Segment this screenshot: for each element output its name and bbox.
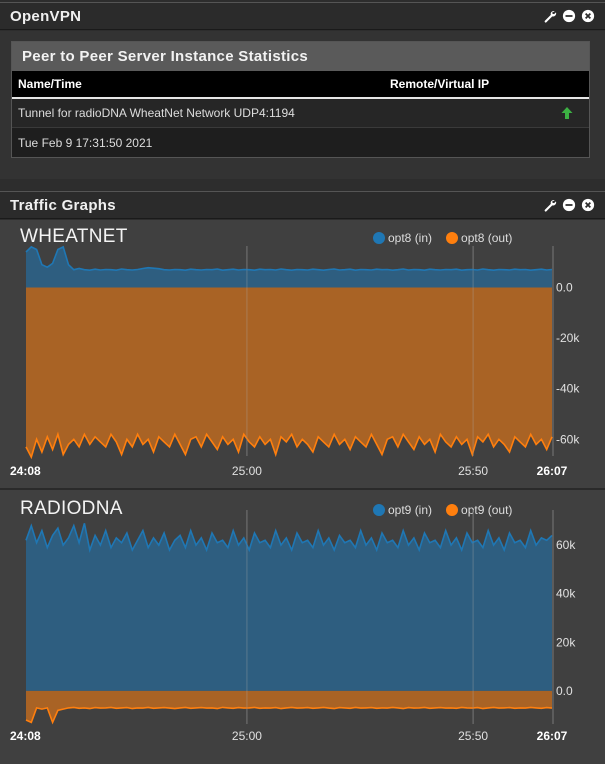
series-line-0 xyxy=(25,245,553,272)
x-tick-label: 26:07 xyxy=(537,729,568,743)
traffic-panel-header: Traffic Graphs xyxy=(0,191,605,219)
openvpn-panel-body: Peer to Peer Server Instance Statistics … xyxy=(0,31,605,179)
panel-gap xyxy=(0,179,605,191)
series-line-1 xyxy=(25,431,553,460)
y-tick-label: 40k xyxy=(556,587,576,601)
tunnel-name: Tunnel for radioDNA WheatNet Network UDP… xyxy=(18,106,295,120)
series-area-0 xyxy=(26,523,552,691)
wrench-icon[interactable] xyxy=(543,9,557,23)
legend-dot-out xyxy=(446,232,459,244)
openvpn-panel-header: OpenVPN xyxy=(0,2,605,30)
x-tick-label: 25:00 xyxy=(232,464,262,478)
table-row: Tunnel for radioDNA WheatNet Network UDP… xyxy=(12,99,589,128)
minimize-icon[interactable] xyxy=(562,9,576,23)
stats-header-row: Name/Time Remote/Virtual IP xyxy=(12,71,589,99)
legend-label-out: opt9 (out) xyxy=(461,503,513,517)
series-area-0 xyxy=(26,246,552,288)
openvpn-panel-title: OpenVPN xyxy=(10,7,82,25)
y-tick-label: 0.0 xyxy=(556,280,573,294)
series-area-1 xyxy=(26,690,552,723)
legend-out[interactable]: opt9 (out) xyxy=(446,503,512,517)
x-tick-label: 25:00 xyxy=(232,729,262,743)
minimize-icon[interactable] xyxy=(562,198,576,212)
legend-label-in: opt8 (in) xyxy=(388,231,433,245)
arrow-up-icon xyxy=(545,106,589,120)
column-name-time: Name/Time xyxy=(18,77,82,91)
y-tick-label: -60k xyxy=(556,432,580,446)
traffic-panel-tools xyxy=(543,198,595,212)
y-tick-label: 0.0 xyxy=(556,684,573,698)
legend-label-out: opt8 (out) xyxy=(461,231,513,245)
connected-time: Tue Feb 9 17:31:50 2021 xyxy=(18,135,153,150)
traffic-panel-title: Traffic Graphs xyxy=(10,196,116,214)
x-tick-label: 25:50 xyxy=(458,729,488,743)
legend-dot-in xyxy=(373,504,385,516)
wheatnet-chart: WHEATNET opt8 (in) opt8 (out) 0.0 -20k -40… xyxy=(0,220,605,488)
y-tick-label: 20k xyxy=(556,635,576,649)
legend-dot-out xyxy=(446,504,459,516)
table-row: Tue Feb 9 17:31:50 2021 xyxy=(12,128,589,157)
wheatnet-plot: 0.0 -20k -40k -60k 24:08 25:00 25:50 26:07 xyxy=(10,245,580,478)
column-remote-ip: Remote/Virtual IP xyxy=(390,77,490,91)
close-icon[interactable] xyxy=(581,198,595,212)
series-line-0 xyxy=(25,523,553,553)
y-tick-label: -20k xyxy=(556,331,580,345)
series-area-1 xyxy=(26,287,552,458)
legend-out[interactable]: opt8 (out) xyxy=(446,231,512,245)
chart-title: RADIODNA xyxy=(20,498,123,519)
y-tick-label: -40k xyxy=(556,382,580,396)
x-tick-label: 25:50 xyxy=(458,464,488,478)
chart-legend: opt8 (in) opt8 (out) xyxy=(373,231,512,245)
x-tick-label: 24:08 xyxy=(10,729,41,743)
series-line-1 xyxy=(25,706,553,725)
legend-in[interactable]: opt9 (in) xyxy=(373,503,432,517)
openvpn-panel-tools xyxy=(543,9,595,23)
legend-dot-in xyxy=(373,232,385,244)
legend-label-in: opt9 (in) xyxy=(388,503,433,517)
wrench-icon[interactable] xyxy=(543,198,557,212)
stats-title: Peer to Peer Server Instance Statistics xyxy=(12,42,589,71)
x-tick-label: 24:08 xyxy=(10,464,41,478)
chart-legend: opt9 (in) opt9 (out) xyxy=(373,503,512,517)
x-tick-label: 26:07 xyxy=(537,464,568,478)
radiodna-plot: 60k 40k 20k 0.0 24:08 25:00 25:50 26:07 xyxy=(10,510,576,743)
traffic-panel-body: WHEATNET opt8 (in) opt8 (out) 0.0 -20k -40… xyxy=(0,220,605,764)
legend-in[interactable]: opt8 (in) xyxy=(373,231,432,245)
stats-box: Peer to Peer Server Instance Statistics … xyxy=(11,41,590,158)
chart-divider xyxy=(0,488,605,490)
close-icon[interactable] xyxy=(581,9,595,23)
y-tick-label: 60k xyxy=(556,538,576,552)
radiodna-chart: RADIODNA opt9 (in) opt9 (out) 60k 40k 20k 0… xyxy=(0,490,605,764)
chart-title: WHEATNET xyxy=(20,226,128,247)
